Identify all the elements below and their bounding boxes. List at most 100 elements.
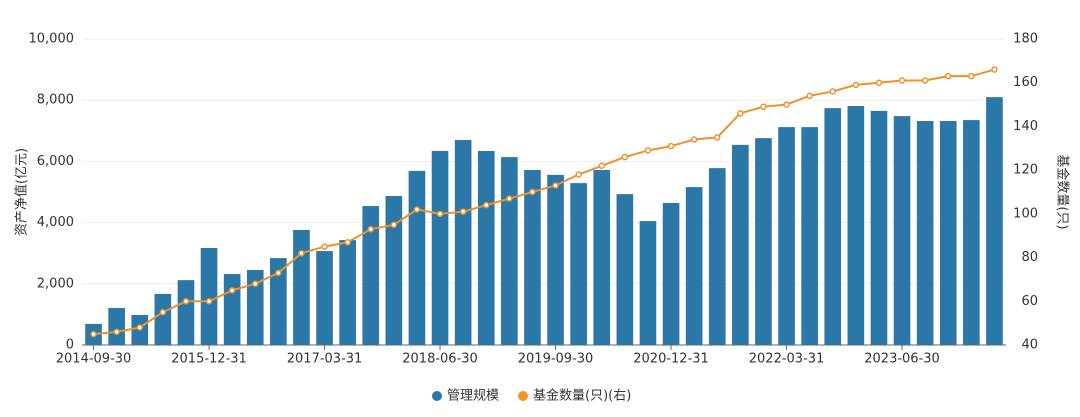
bar [893,116,911,345]
line-point [90,330,97,338]
line-point [367,225,374,233]
legend-marker [432,391,442,401]
line-point [529,188,536,196]
line-point [136,324,143,331]
x-tick-label: 2020-12-31 [633,352,709,367]
line-point [783,101,790,108]
bar [431,150,449,345]
y-axis-title: 资产净值(亿元) [14,148,30,236]
x-tick-label: 2014-09-30 [56,352,132,367]
line-point [644,147,652,154]
bar [108,307,125,345]
bar [916,121,934,346]
line-point [344,239,351,246]
line-point [390,221,398,229]
bar [154,293,172,345]
line-point [436,210,444,218]
bar [755,138,772,345]
x-tick-label: 2022-03-31 [749,352,825,367]
y2-tick-label: 100 [1013,206,1038,221]
line-point [483,201,490,209]
bar [570,183,587,345]
line-point [182,298,190,305]
y2-tick-label: 180 [1013,32,1038,47]
x-tick-label: 2017-03-31 [287,352,363,367]
bar [616,194,634,345]
line-point [275,269,282,277]
bar [177,280,195,345]
bar [339,240,356,345]
bar [801,127,818,346]
legend-marker [518,391,529,401]
line-point [413,206,421,213]
line-point [205,298,213,305]
line-point [945,72,952,80]
y2-axis-title: 基金数量(只) [1055,154,1071,229]
legend-label: 基金数量(只)(右) [533,388,631,404]
line-point [598,162,605,170]
bar [778,127,795,346]
line-point [968,72,975,80]
line-point [714,134,721,141]
bar [547,174,564,345]
y-tick-label: 8,000 [37,93,74,108]
bar [708,168,726,345]
line-point [159,308,167,316]
bar [732,144,749,345]
bar [847,106,865,345]
bar [385,195,403,345]
bar [963,120,980,345]
bar [939,121,957,346]
line-point [991,66,998,73]
line-point [921,77,929,84]
bar [316,251,333,345]
line-point [621,153,629,161]
y2-tick-label: 40 [1021,338,1038,353]
line-point [852,81,860,89]
bar [501,157,518,345]
line-point [806,92,813,100]
bar [270,258,287,345]
y-tick-label: 2,000 [37,276,74,291]
y-tick-label: 0 [66,338,74,353]
y2-tick-label: 120 [1013,163,1038,178]
bar [477,150,495,345]
bar [200,247,218,345]
line-point [898,77,906,84]
bar [362,206,380,345]
line-point [506,195,513,202]
bar [454,139,472,345]
bar [246,270,264,345]
line-point [829,88,836,95]
bar [408,170,426,345]
bar [824,108,842,345]
bar [639,221,657,345]
line-point [459,208,467,215]
line-point [667,142,675,150]
bar [524,169,541,345]
line-point [875,79,883,86]
y2-tick-label: 160 [1013,75,1038,90]
bar [685,187,703,345]
line-point [228,287,236,294]
line-point [575,171,582,178]
line-point [321,243,328,250]
x-tick-label: 2015-12-31 [171,352,247,367]
line-point [690,136,698,143]
bar [870,110,888,345]
line-point [298,249,305,257]
x-tick-label: 2023-06-30 [864,352,940,367]
line [93,68,995,336]
bar [223,274,241,345]
x-tick-label: 2019-09-30 [518,352,594,367]
y-tick-label: 4,000 [37,215,74,230]
bar [662,203,680,345]
line-point [252,280,259,288]
y-tick-label: 10,000 [29,32,75,47]
line-point [760,103,767,111]
y2-tick-label: 80 [1021,250,1038,265]
bar [293,229,310,345]
line-point [113,328,120,336]
legend-label: 管理规模 [447,389,499,404]
